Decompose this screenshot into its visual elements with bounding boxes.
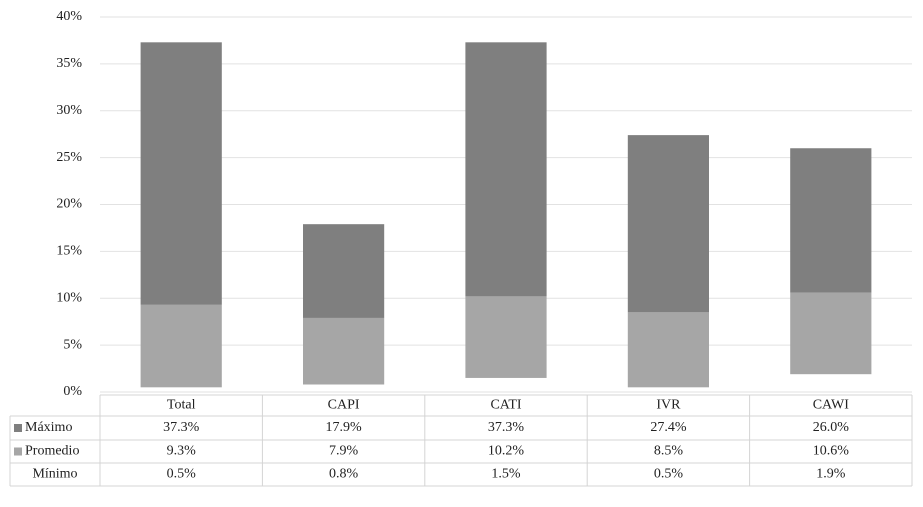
y-tick-label: 30%	[56, 103, 82, 118]
bar-lower	[465, 296, 547, 378]
y-tick-label: 40%	[56, 9, 82, 24]
table-value: 1.5%	[491, 467, 521, 482]
bar-upper	[627, 135, 709, 313]
x-tick-label: CAPI	[328, 398, 360, 413]
bar-lower	[140, 304, 222, 388]
y-tick-label: 25%	[56, 150, 82, 165]
legend-label: Mínimo	[32, 467, 77, 482]
x-tick-label: CATI	[490, 398, 521, 413]
bar-upper	[303, 224, 385, 318]
bar-lower	[627, 312, 709, 388]
y-tick-label: 0%	[63, 384, 82, 399]
table-value: 0.5%	[654, 467, 684, 482]
y-tick-label: 20%	[56, 197, 82, 212]
table-value: 37.3%	[488, 420, 525, 435]
bar-lower	[303, 317, 385, 385]
table-value: 10.2%	[488, 444, 525, 459]
x-tick-label: Total	[167, 398, 196, 413]
y-tick-label: 5%	[63, 337, 82, 352]
bar-lower	[790, 292, 872, 375]
table-value: 17.9%	[326, 420, 363, 435]
table-value: 7.9%	[329, 444, 359, 459]
y-tick-label: 10%	[56, 290, 82, 305]
y-tick-label: 15%	[56, 244, 82, 259]
table-value: 0.8%	[329, 467, 359, 482]
x-tick-label: CAWI	[813, 398, 850, 413]
legend-marker	[14, 447, 22, 456]
legend-marker	[14, 424, 22, 432]
bar-upper	[465, 42, 547, 297]
table-value: 9.3%	[167, 444, 197, 459]
table-value: 26.0%	[813, 420, 850, 435]
table-value: 1.9%	[816, 467, 846, 482]
bar-upper	[790, 148, 872, 293]
table-value: 27.4%	[650, 420, 687, 435]
x-tick-label: IVR	[656, 398, 681, 413]
table-value: 37.3%	[163, 420, 200, 435]
table-value: 0.5%	[167, 467, 197, 482]
legend-label: Máximo	[25, 420, 72, 435]
y-tick-label: 35%	[56, 56, 82, 71]
table-value: 10.6%	[813, 444, 850, 459]
legend-label: Promedio	[25, 444, 79, 459]
table-value: 8.5%	[654, 444, 684, 459]
bar-upper	[140, 42, 222, 305]
